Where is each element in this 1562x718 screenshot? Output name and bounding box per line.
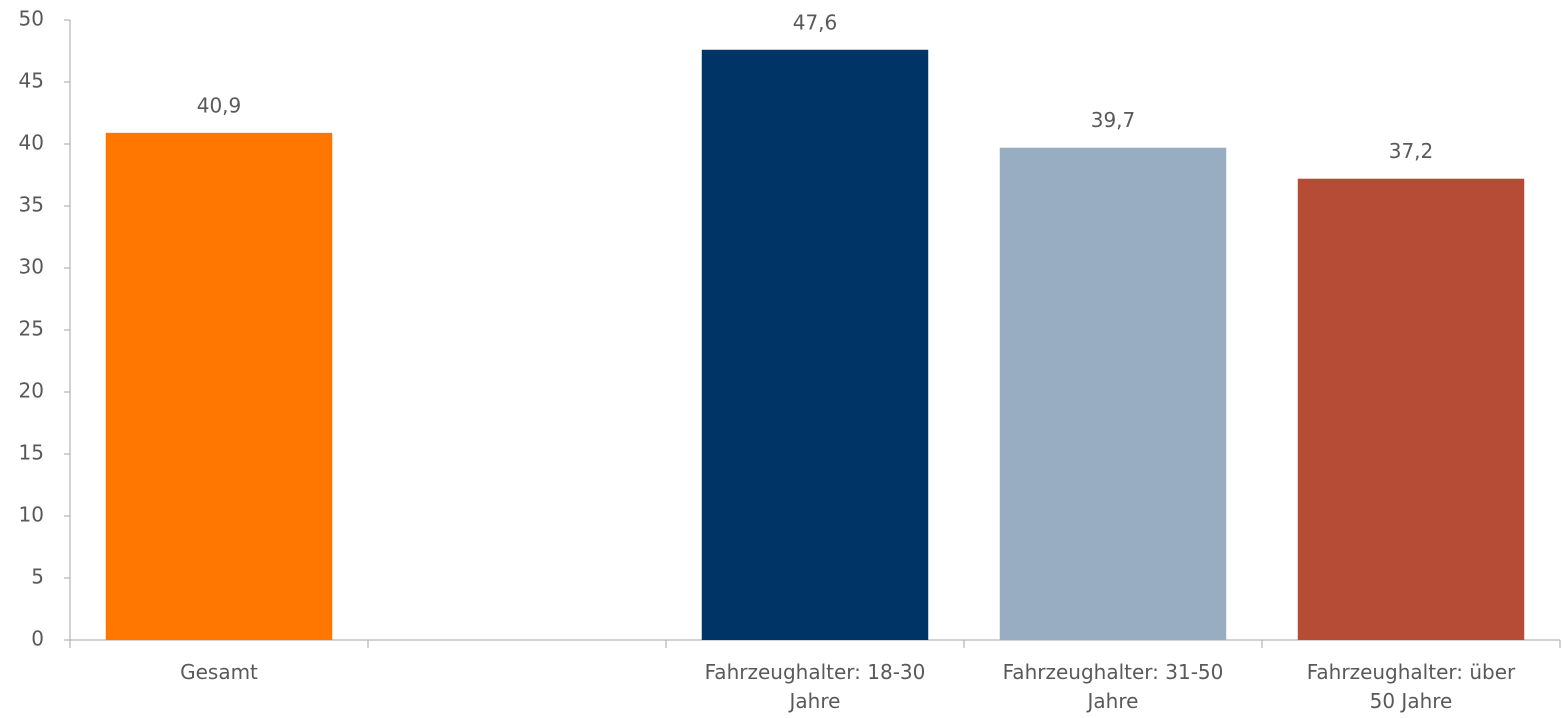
y-tick-label: 10 <box>19 503 44 527</box>
data-label: 47,6 <box>793 10 838 34</box>
y-tick-label: 20 <box>19 379 44 403</box>
x-tick-label: Fahrzeughalter: über 50 Jahre <box>1306 660 1516 713</box>
y-tick-label: 50 <box>19 7 44 31</box>
bar <box>105 132 333 640</box>
y-tick-label: 5 <box>31 565 44 589</box>
y-tick-label: 15 <box>19 441 44 465</box>
y-tick-label: 25 <box>19 317 44 341</box>
bar <box>701 49 929 640</box>
y-tick-label: 45 <box>19 69 44 93</box>
data-label: 39,7 <box>1091 108 1136 132</box>
x-tick-label: Fahrzeughalter: 18-30 Jahre <box>704 660 926 713</box>
x-tick-label: Gesamt <box>180 660 258 684</box>
data-label: 37,2 <box>1389 139 1434 163</box>
x-tick-label: Fahrzeughalter: 31-50 Jahre <box>1002 660 1224 713</box>
y-tick-label: 0 <box>31 627 44 651</box>
bar <box>1297 178 1525 640</box>
y-tick-label: 35 <box>19 193 44 217</box>
y-tick-label: 40 <box>19 131 44 155</box>
data-label: 40,9 <box>197 93 242 117</box>
bar <box>999 147 1227 640</box>
y-tick-label: 30 <box>19 255 44 279</box>
